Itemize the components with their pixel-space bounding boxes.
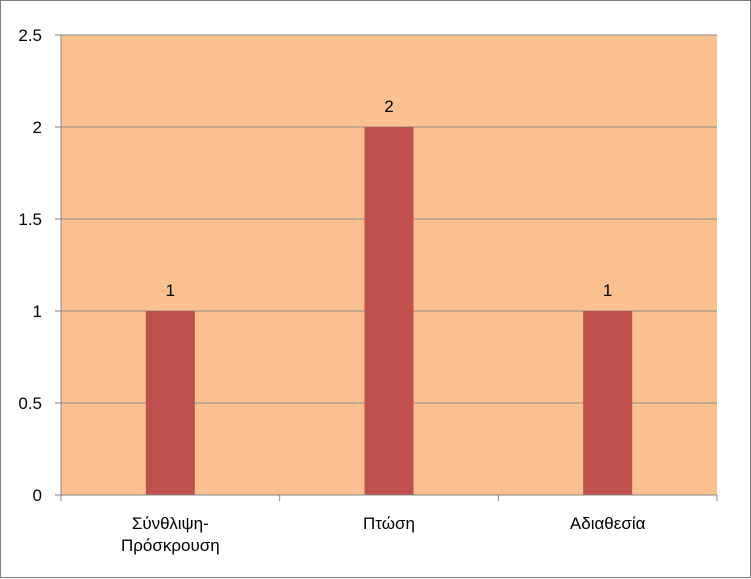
x-category-label-line: Πρόσκρουση (121, 536, 220, 555)
data-label: 1 (166, 281, 175, 300)
x-category-label: Σύνθλιψη- Πρόσκρουση (121, 514, 220, 555)
x-category-label: Πτώση (363, 514, 415, 533)
bar (364, 127, 414, 495)
x-category-label-line: Σύνθλιψη- (132, 514, 209, 533)
x-category-label-line: Αδιαθεσία (570, 514, 646, 533)
y-tick-label: 1.5 (18, 210, 42, 229)
data-label: 2 (384, 97, 393, 116)
labels: 0 0.5 1 1.5 2 2.5 1 Σύνθλιψη- Πρόσκρουση 2 Πτώση 1 Α… (18, 26, 645, 555)
data-label: 1 (603, 281, 612, 300)
bar (583, 311, 633, 495)
x-category-label: Αδιαθεσία (570, 514, 646, 533)
y-tick-label: 2.5 (18, 26, 42, 45)
bars (145, 127, 633, 495)
y-tick-label: 0 (33, 486, 42, 505)
bar (145, 311, 195, 495)
axes (55, 34, 718, 501)
y-tick-label: 1 (33, 302, 42, 321)
x-category-label-line: Πτώση (363, 514, 415, 533)
y-tick-label: 2 (33, 118, 42, 137)
y-tick-label: 0.5 (18, 394, 42, 413)
